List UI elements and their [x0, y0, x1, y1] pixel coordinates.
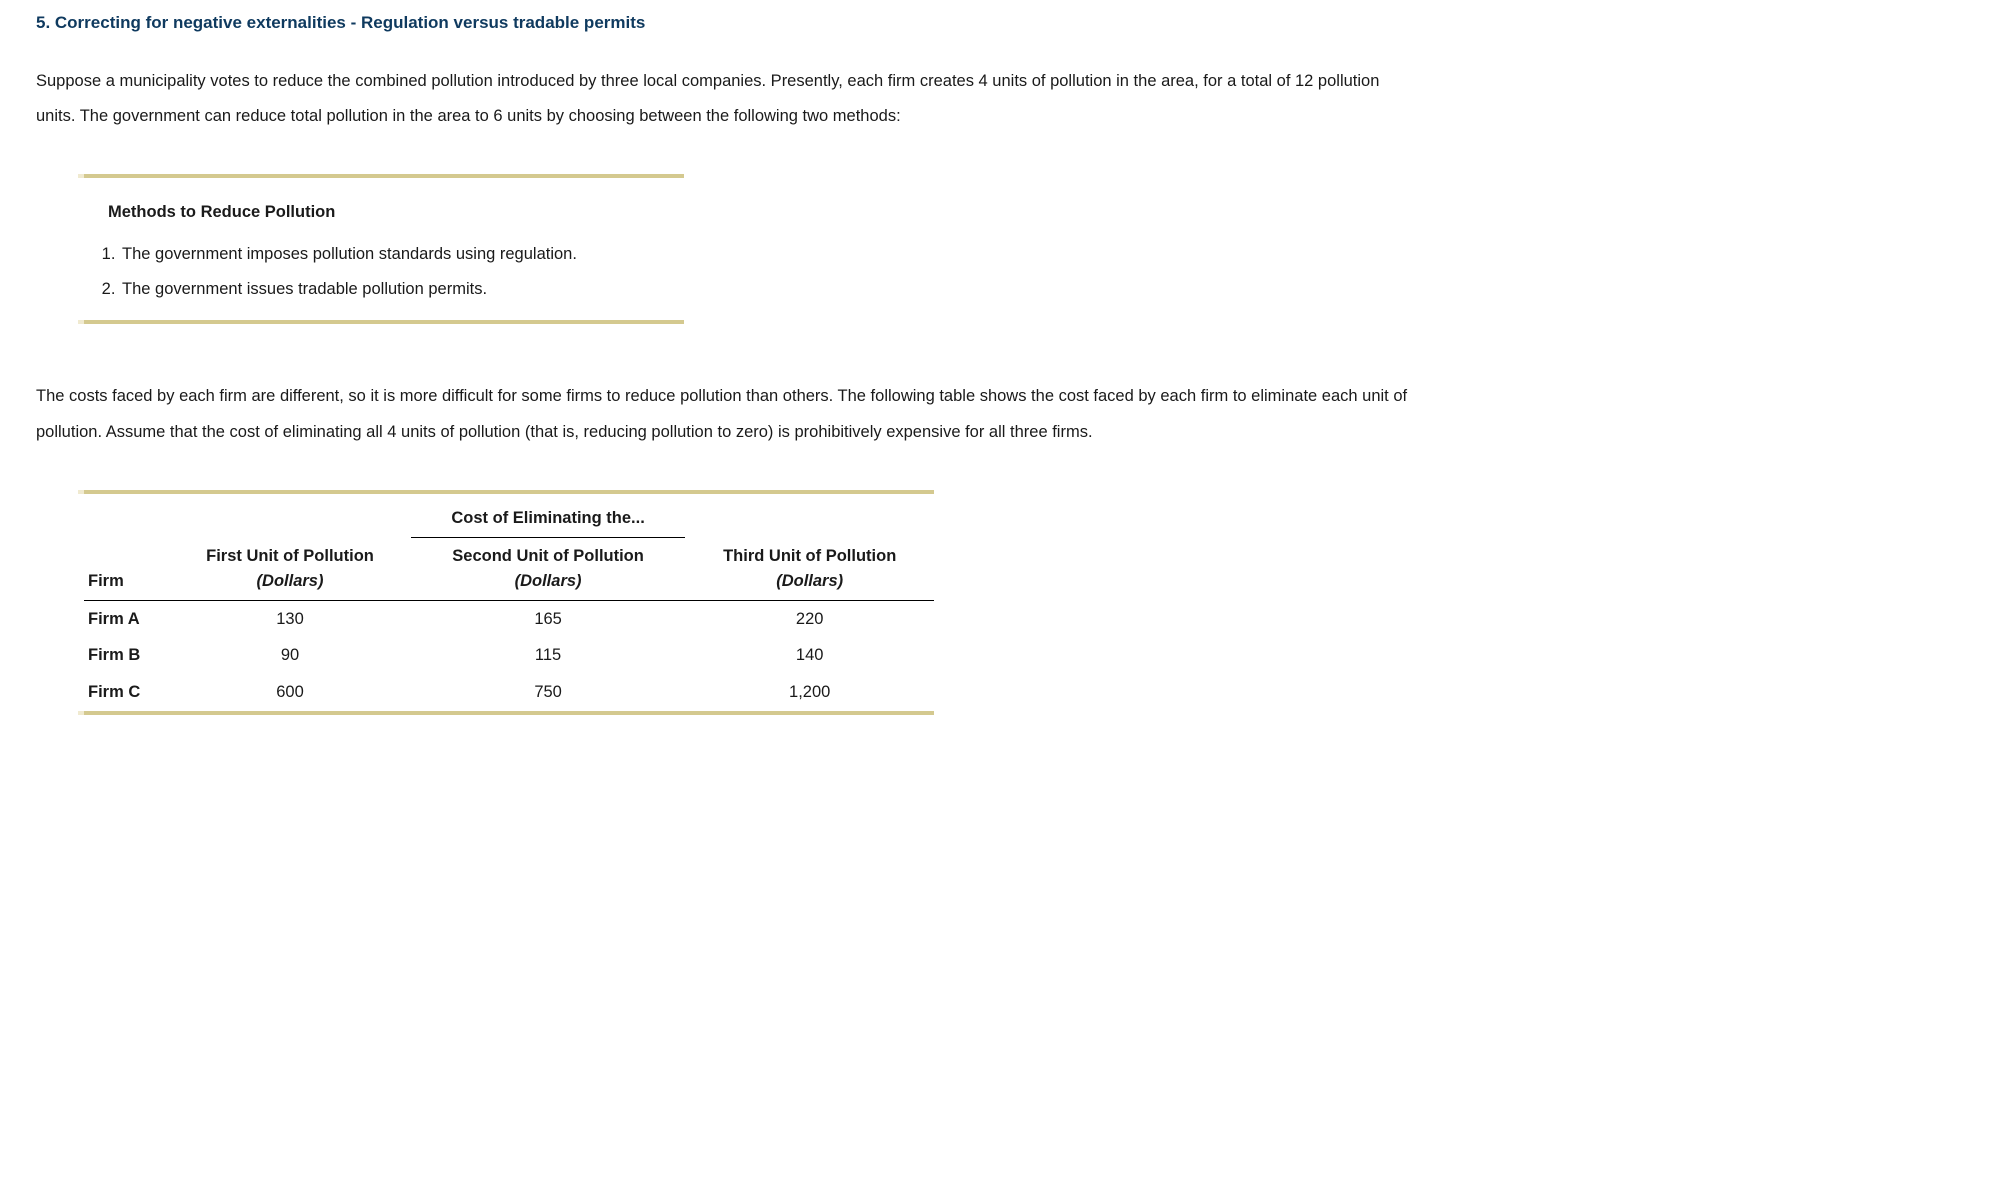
empty-header: [84, 500, 169, 537]
firm-name-cell: Firm B: [84, 637, 169, 674]
methods-list: The government imposes pollution standar…: [84, 237, 684, 306]
value-cell: 600: [169, 674, 411, 711]
value-cell: 115: [411, 637, 686, 674]
table-group-header-row: Cost of Eliminating the...: [84, 500, 934, 537]
table-divider-bottom: [84, 711, 934, 715]
value-cell: 130: [169, 600, 411, 637]
firm-column-header: Firm: [84, 538, 169, 601]
firm-name-cell: Firm A: [84, 600, 169, 637]
value-cell: 165: [411, 600, 686, 637]
intro-paragraph: Suppose a municipality votes to reduce t…: [36, 64, 1416, 135]
divider-top: [84, 174, 684, 178]
methods-heading: Methods to Reduce Pollution: [108, 200, 684, 225]
empty-header: [685, 500, 934, 537]
group-header: Cost of Eliminating the...: [411, 500, 686, 537]
column-header-unit: (Dollars): [421, 569, 676, 594]
value-cell: 220: [685, 600, 934, 637]
firm-name-cell: Firm C: [84, 674, 169, 711]
question-title: 5. Correcting for negative externalities…: [36, 10, 1978, 36]
column-header: Second Unit of Pollution (Dollars): [411, 538, 686, 601]
list-item: The government imposes pollution standar…: [120, 237, 684, 272]
empty-header: [169, 500, 411, 537]
column-header-label: Third Unit of Pollution: [723, 547, 896, 565]
column-header: Third Unit of Pollution (Dollars): [685, 538, 934, 601]
column-header-unit: (Dollars): [179, 569, 401, 594]
column-header: First Unit of Pollution (Dollars): [169, 538, 411, 601]
value-cell: 90: [169, 637, 411, 674]
column-header-unit: (Dollars): [695, 569, 924, 594]
value-cell: 140: [685, 637, 934, 674]
column-header-label: First Unit of Pollution: [206, 547, 374, 565]
table-divider-top: [84, 490, 934, 494]
table-row: Firm B 90 115 140: [84, 637, 934, 674]
cost-table-wrap: Cost of Eliminating the... Firm First Un…: [84, 490, 934, 715]
table-row: Firm C 600 750 1,200: [84, 674, 934, 711]
methods-box: Methods to Reduce Pollution The governme…: [84, 174, 684, 324]
costs-paragraph: The costs faced by each firm are differe…: [36, 379, 1416, 450]
cost-table: Cost of Eliminating the... Firm First Un…: [84, 500, 934, 711]
divider-bottom: [84, 320, 684, 324]
list-item: The government issues tradable pollution…: [120, 272, 684, 307]
column-header-label: Second Unit of Pollution: [452, 547, 644, 565]
value-cell: 750: [411, 674, 686, 711]
table-column-header-row: Firm First Unit of Pollution (Dollars) S…: [84, 538, 934, 601]
table-row: Firm A 130 165 220: [84, 600, 934, 637]
value-cell: 1,200: [685, 674, 934, 711]
